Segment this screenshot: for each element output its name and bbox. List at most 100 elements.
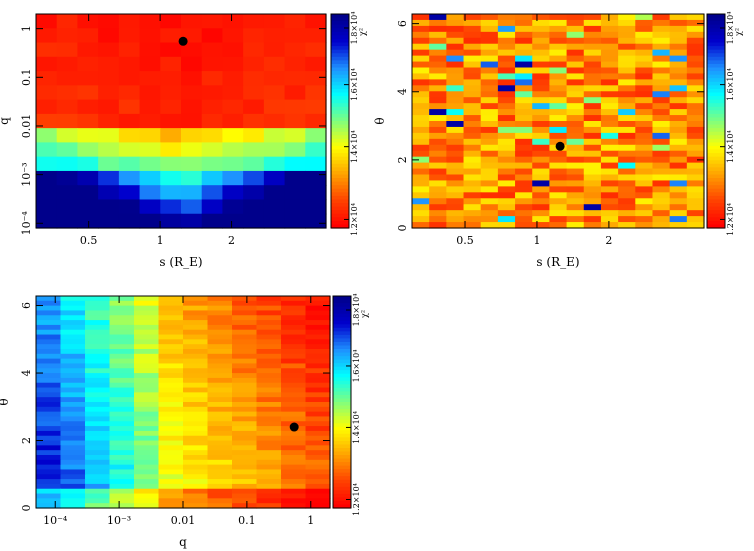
colorbar-segment (707, 46, 725, 51)
heatmap-cell (281, 368, 307, 374)
heatmap-cell (181, 213, 203, 229)
heatmap-cell (412, 174, 430, 182)
colorbar-segment (707, 145, 725, 151)
heatmap-cell (134, 329, 160, 336)
heatmap-cell (139, 199, 161, 215)
colorbar-segment (333, 373, 351, 378)
heatmap-cell (583, 109, 602, 116)
heatmap-cell (222, 42, 244, 58)
heatmap-cell (669, 150, 688, 158)
heatmap-cell (98, 213, 120, 229)
colorbar-segment (331, 192, 349, 197)
heatmap-cell (497, 156, 516, 164)
heatmap-cell (497, 174, 516, 182)
heatmap-cell (652, 180, 671, 187)
heatmap-cell (56, 142, 79, 158)
heatmap-cell (480, 109, 499, 116)
heatmap-cell (36, 474, 62, 480)
heatmap-cell (118, 213, 141, 229)
colorbar-segment (707, 199, 725, 204)
colorbar-segment (333, 455, 351, 460)
heatmap-cell (183, 392, 209, 398)
heatmap-cell (549, 162, 568, 170)
heatmap-cell (281, 339, 307, 345)
heatmap-cell (583, 79, 602, 86)
heatmap-cell (207, 392, 233, 398)
heatmap-cell (183, 387, 209, 393)
heatmap-cell (446, 222, 465, 229)
heatmap-cell (183, 334, 209, 340)
colorbar-segment (331, 167, 349, 172)
heatmap-cell (635, 91, 654, 98)
heatmap-cell (256, 305, 282, 312)
heatmap-cell (183, 344, 209, 350)
heatmap-cell (77, 185, 99, 201)
heatmap-cell (98, 71, 120, 86)
heatmap-cell (109, 296, 135, 302)
colorbar-segment (333, 303, 351, 308)
colorbar-segment (331, 103, 349, 108)
heatmap-cell (77, 142, 99, 158)
heatmap-cell (515, 67, 533, 75)
heatmap-cell (429, 31, 447, 39)
heatmap-cell (222, 99, 244, 115)
heatmap-cell (281, 315, 307, 321)
heatmap-cell (256, 411, 282, 418)
heatmap-cell (281, 445, 307, 451)
heatmap-cell (201, 185, 224, 201)
colorbar-segment (333, 366, 351, 371)
heatmap-cell (56, 156, 79, 172)
heatmap-cell (635, 55, 654, 63)
heatmap-cell (429, 150, 447, 158)
heatmap-cell (256, 435, 282, 442)
heatmap-cell (652, 97, 671, 104)
heatmap-cell (515, 121, 533, 128)
heatmap-cell (256, 406, 282, 413)
heatmap-cell (463, 49, 482, 57)
heatmap-cell (429, 138, 447, 146)
heatmap-cell (583, 73, 602, 80)
heatmap-cell (243, 170, 265, 186)
heatmap-cell (183, 305, 209, 312)
heatmap-cell (207, 339, 233, 345)
heatmap-cell (109, 334, 135, 340)
heatmap-cell (497, 198, 516, 205)
heatmap-cell (618, 43, 636, 51)
heatmap-cell (566, 186, 585, 193)
heatmap-cell (446, 55, 465, 63)
heatmap-cell (549, 97, 568, 104)
heatmap-cell (284, 142, 306, 158)
heatmap-cell (600, 121, 619, 128)
heatmap-cell (158, 450, 184, 456)
heatmap-cell (686, 115, 705, 122)
heatmap-cell (446, 162, 465, 170)
heatmap-cell (256, 474, 282, 480)
heatmap-cell (463, 180, 482, 187)
heatmap-cell (566, 156, 585, 164)
heatmap-cell (532, 198, 551, 205)
heatmap-cell (109, 426, 135, 432)
colorbar-segment (331, 81, 349, 86)
heatmap-cell (583, 150, 602, 158)
heatmap-cell (669, 103, 688, 110)
heatmap-cell (256, 445, 282, 451)
heatmap-cell (497, 91, 516, 98)
heatmap-cell (429, 132, 447, 140)
heatmap-cell (566, 162, 585, 170)
heatmap-cell (158, 464, 184, 471)
heatmap-cell (463, 156, 482, 164)
heatmap-cell (566, 25, 585, 33)
heatmap-cell (56, 113, 79, 129)
heatmap-cell (281, 320, 307, 326)
heatmap-cell (429, 180, 447, 187)
heatmap-cell (305, 71, 327, 86)
heatmap-cell (532, 49, 551, 57)
colorbar-segment (333, 370, 351, 375)
heatmap-cell (686, 144, 705, 152)
colorbar-tick-label: 1.8×10⁴ (350, 12, 359, 45)
heatmap-cell (183, 440, 209, 446)
heatmap-cell (412, 85, 430, 92)
heatmap-cell (85, 324, 111, 331)
heatmap-cell (429, 222, 447, 229)
heatmap-cell (201, 56, 224, 72)
